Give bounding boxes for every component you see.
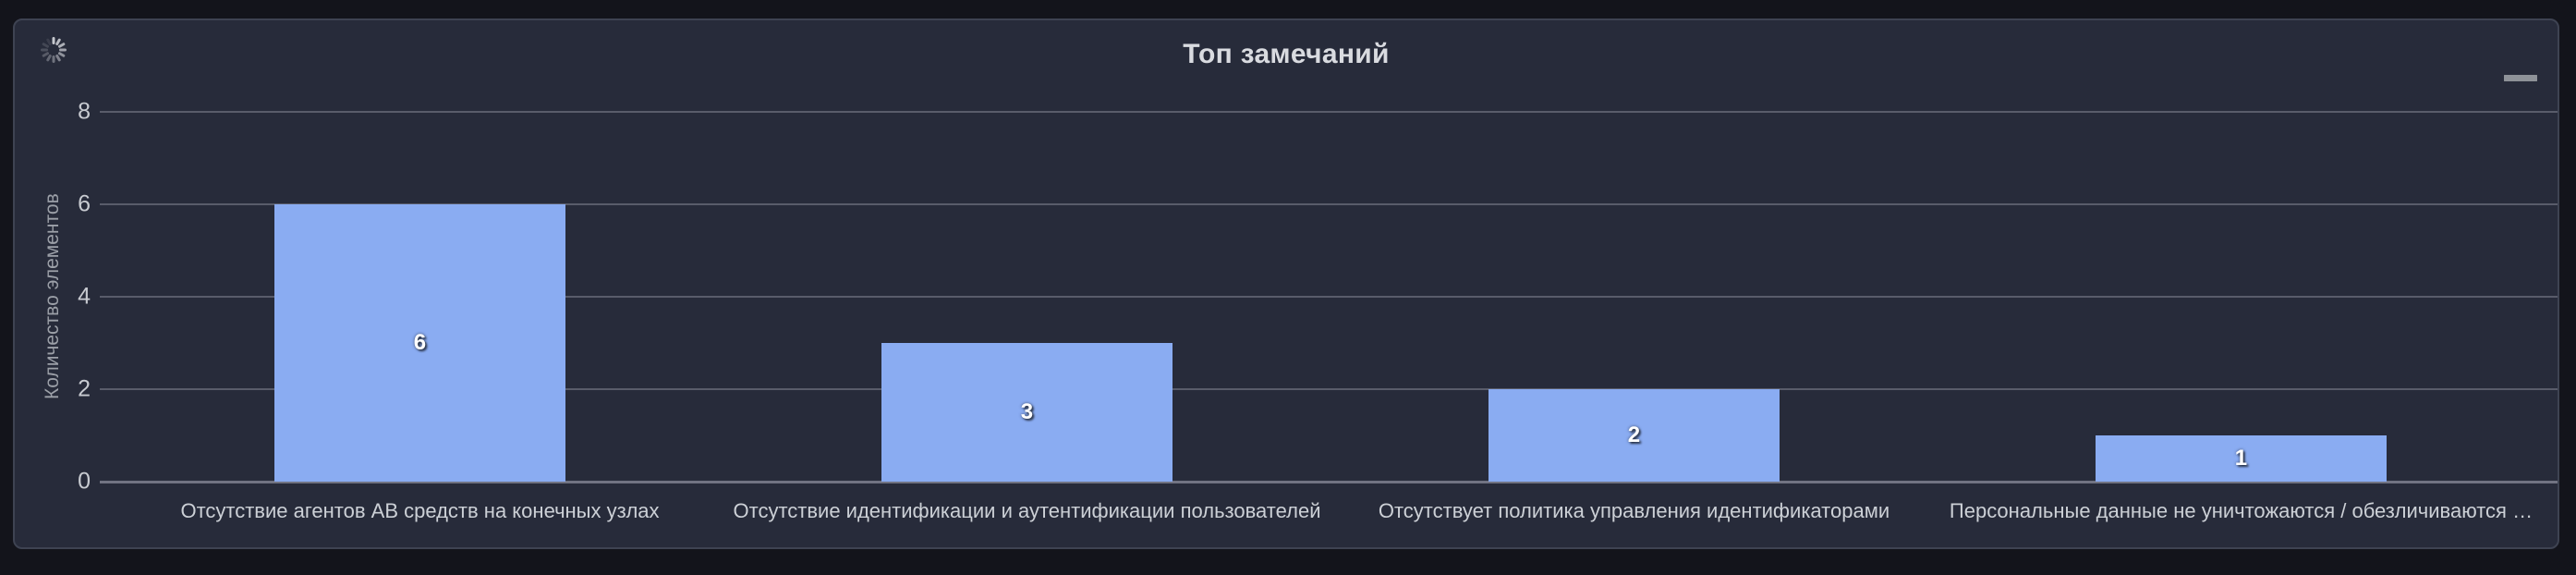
loading-spinner-icon [41, 37, 67, 63]
bar-series: 6 3 2 1 [116, 112, 2545, 482]
y-tick-label-2: 2 [78, 375, 91, 402]
x-category-label-2: Отсутствует политика управления идентифи… [1378, 499, 1890, 522]
x-category-label-3: Персональные данные не уничтожаются / об… [1949, 499, 2533, 522]
grid-line-y4 [100, 296, 2558, 298]
grid-line-y6 [100, 203, 2558, 205]
x-axis-labels: Отсутствие агентов АВ средств на конечны… [116, 499, 2545, 531]
bar-3[interactable]: 1 [2095, 435, 2388, 482]
y-tick-label-0: 0 [78, 468, 91, 495]
grid-line-y0 [100, 481, 2558, 483]
panel-menu-button[interactable] [2504, 54, 2539, 81]
panel-title: Топ замечаний [1183, 39, 1390, 69]
y-tick-label-4: 4 [78, 283, 91, 310]
x-category-label-1: Отсутствие идентификации и аутентификаци… [733, 499, 1321, 522]
y-tick-label-6: 6 [78, 190, 91, 217]
bar-value-label: 1 [2234, 446, 2248, 471]
grid-lines [100, 111, 2558, 483]
bar-value-label: 6 [413, 330, 427, 355]
grid-line-y8 [100, 111, 2558, 113]
x-category-label-0: Отсутствие агентов АВ средств на конечны… [180, 499, 660, 522]
y-axis-ticks: 0 2 4 6 8 [31, 99, 91, 495]
bar-2[interactable]: 2 [1488, 389, 1780, 482]
y-tick-label-8: 8 [78, 98, 91, 125]
bar-1[interactable]: 3 [881, 343, 1173, 482]
grid-line-y2 [100, 388, 2558, 390]
bar-0[interactable]: 6 [273, 204, 566, 482]
bar-value-label: 3 [1020, 399, 1034, 424]
bar-value-label: 2 [1627, 422, 1641, 447]
